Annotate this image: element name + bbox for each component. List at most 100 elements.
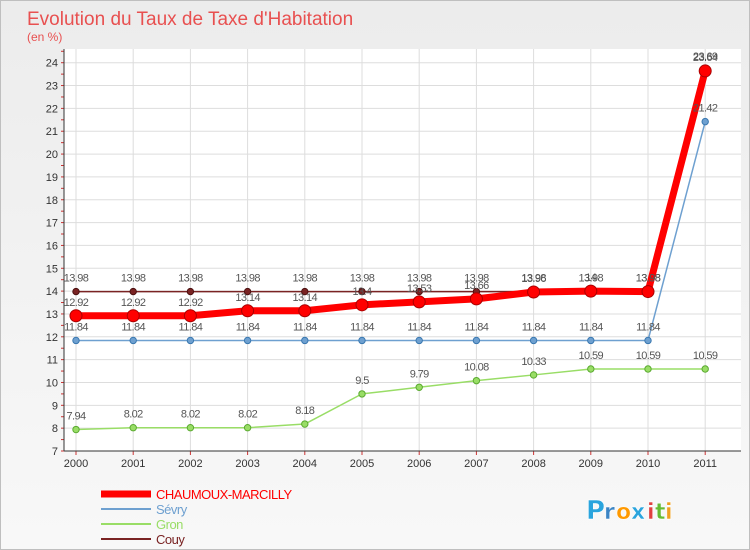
data-label-chaumoux-marcilly: 13.96 [521,273,546,285]
data-label-gron: 10.33 [521,356,546,368]
data-point-s-vry [129,336,137,345]
data-point-chaumoux-marcilly [412,295,426,309]
y-tick-label: 19 [46,172,58,184]
data-point-s-vry [472,336,481,345]
y-tick-label: 11 [47,355,58,367]
y-tick-label: 7 [52,446,58,458]
data-label-s-vry: 11.84 [293,321,317,333]
y-tick-label: 13 [46,309,58,321]
logo-graphic: Pr o x i t i [586,496,673,527]
data-label-s-vry: 11.84 [579,321,603,333]
data-point-couy [72,287,80,296]
data-label-s-vry: 11.84 [179,321,203,333]
logo-letter: x [631,500,645,525]
data-point-chaumoux-marcilly [241,304,255,318]
data-label-s-vry: 11.84 [522,321,546,333]
data-point-couy [186,287,195,296]
data-point-s-vry [529,336,538,345]
data-label-chaumoux-marcilly: 13.14 [293,292,318,304]
data-point-gron [529,371,538,379]
data-point-gron [301,420,309,428]
data-point-gron [415,383,423,391]
data-label-chaumoux-marcilly: 13.14 [235,292,260,304]
y-tick-label: 16 [46,240,58,252]
data-point-chaumoux-marcilly [527,285,541,299]
data-label-gron: 9.5 [355,375,369,387]
data-label-s-vry: 11.84 [407,321,431,333]
y-tick-label: 10 [46,377,58,389]
y-tick-label: 24 [46,58,58,70]
data-label-couy: 13.98 [178,273,203,285]
y-tick-label: 9 [52,400,58,412]
data-label-couy: 23.69 [693,51,718,63]
data-point-s-vry [587,336,595,345]
data-point-s-vry [701,117,709,126]
data-point-s-vry [415,336,423,345]
legend-label: Couy [156,532,185,547]
series-line-gron [75,368,706,431]
x-tick-label: 2008 [521,458,545,470]
data-label-couy: 13.98 [521,273,546,285]
data-point-s-vry [186,336,195,345]
data-label-couy: 13.98 [636,273,661,285]
x-tick-label: 2007 [464,458,488,470]
data-point-chaumoux-marcilly [469,292,483,306]
data-label-s-vry: 11.84 [465,321,489,333]
x-tick-label: 2001 [121,458,145,470]
logo-letter: o [616,500,631,525]
data-point-gron [644,365,652,373]
logo-letter: i [647,500,655,525]
x-tick-label: 2009 [579,458,603,470]
y-tick-label: 21 [46,126,58,138]
data-point-gron [129,424,137,432]
data-point-chaumoux-marcilly [183,309,197,323]
logo-letter: t [655,500,666,525]
data-label-chaumoux-marcilly: 13.53 [407,283,432,295]
data-label-couy: 13.98 [579,273,604,285]
data-label-chaumoux-marcilly: 23.64 [693,52,718,64]
data-point-gron [701,365,709,373]
data-point-gron [243,424,252,432]
data-label-couy: 13.98 [293,273,318,285]
data-label-s-vry: 11.84 [636,321,660,333]
x-tick-label: 2006 [407,458,431,470]
x-tick-label: 2000 [64,458,88,470]
logo-letter: i [665,500,673,525]
y-tick-label: 17 [46,218,58,230]
data-point-gron [72,425,80,434]
data-label-chaumoux-marcilly: 12.92 [64,297,89,309]
series-line-chaumoux-marcilly [76,70,709,320]
data-label-gron: 10.59 [636,350,661,362]
data-label-couy: 13.98 [464,273,489,285]
data-point-chaumoux-marcilly [126,309,140,323]
data-point-gron [587,365,595,373]
data-label-couy: 13.98 [407,273,432,285]
y-tick-label: 18 [46,195,58,207]
data-label-gron: 10.59 [693,350,718,362]
data-label-s-vry: 21.42 [693,103,718,115]
data-point-chaumoux-marcilly [69,309,83,323]
data-point-couy [243,287,252,296]
data-label-s-vry: 11.84 [121,321,145,333]
data-label-couy: 13.98 [64,273,89,285]
data-point-couy [415,287,423,296]
data-point-s-vry [243,336,252,345]
y-tick-label: 14 [46,286,58,298]
data-label-chaumoux-marcilly: 12.92 [121,297,146,309]
data-label-gron: 9.79 [410,368,429,380]
y-tick-label: 22 [46,103,58,115]
data-point-couy [358,287,366,296]
data-point-gron [186,424,195,432]
data-point-chaumoux-marcilly [355,298,369,312]
data-point-couy [129,287,137,296]
series-line-s-vry [76,121,706,342]
data-point-chaumoux-marcilly [641,285,655,299]
data-point-s-vry [644,336,652,345]
data-label-gron: 8.02 [238,409,257,421]
plot-area [64,49,741,451]
data-point-chaumoux-marcilly [298,304,312,318]
y-tick-label: 23 [46,81,58,93]
x-tick-label: 2010 [636,458,660,470]
